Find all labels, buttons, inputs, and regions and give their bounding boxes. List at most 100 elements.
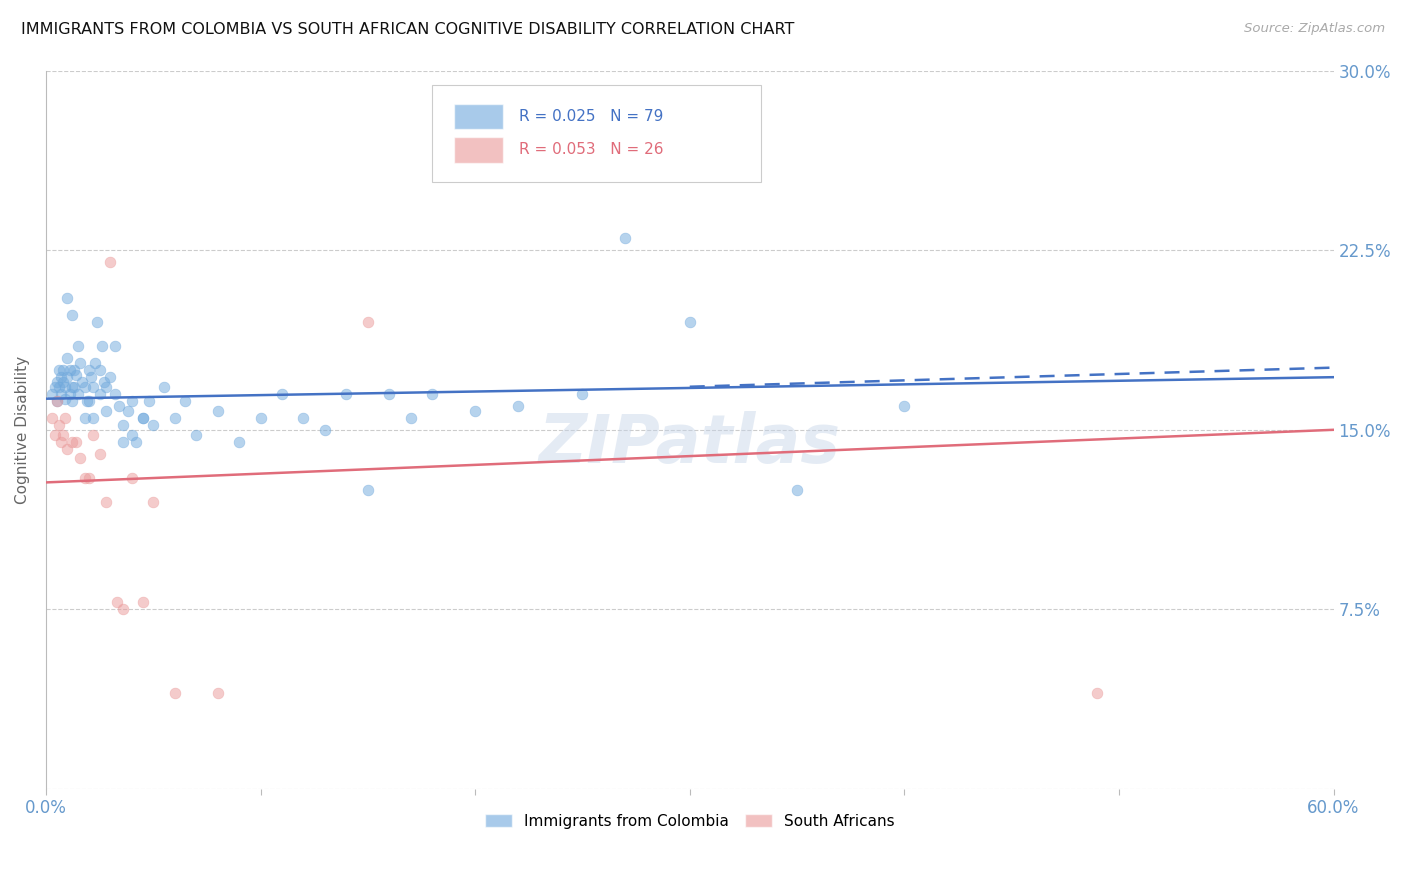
Point — [69, 451, 91, 466]
Text: ZIPatlas: ZIPatlas — [538, 411, 841, 477]
Point — [45, 394, 67, 409]
Point — [52, 427, 75, 442]
Point — [82, 410, 104, 425]
Point — [163, 410, 186, 425]
Point — [464, 403, 486, 417]
Point — [121, 394, 143, 409]
Point — [73, 410, 96, 425]
Point — [60, 394, 83, 409]
Point — [228, 434, 250, 449]
Point — [357, 315, 380, 329]
Point — [82, 380, 104, 394]
Point — [45, 394, 67, 409]
Point — [153, 380, 176, 394]
Point — [112, 602, 135, 616]
Point — [121, 427, 143, 442]
Point — [186, 427, 208, 442]
Point — [163, 686, 186, 700]
Point — [142, 494, 165, 508]
Legend: Immigrants from Colombia, South Africans: Immigrants from Colombia, South Africans — [478, 807, 901, 835]
Point — [44, 427, 66, 442]
Point — [125, 434, 148, 449]
Point — [112, 434, 135, 449]
FancyBboxPatch shape — [432, 86, 761, 182]
Point — [58, 387, 80, 401]
Point — [94, 494, 117, 508]
Point — [90, 339, 112, 353]
Point — [104, 339, 127, 353]
Text: IMMIGRANTS FROM COLOMBIA VS SOUTH AFRICAN COGNITIVE DISABILITY CORRELATION CHART: IMMIGRANTS FROM COLOMBIA VS SOUTH AFRICA… — [21, 22, 794, 37]
FancyBboxPatch shape — [454, 137, 503, 162]
Point — [73, 470, 96, 484]
Point — [72, 375, 94, 389]
Point — [56, 351, 79, 365]
Point — [357, 483, 380, 497]
Point — [56, 370, 79, 384]
Point — [41, 410, 63, 425]
Point — [131, 410, 153, 425]
Point — [73, 380, 96, 394]
Point — [67, 339, 90, 353]
Point — [60, 380, 83, 394]
Point — [249, 410, 271, 425]
Point — [65, 368, 87, 382]
Point — [77, 394, 100, 409]
Point — [67, 387, 90, 401]
Point — [131, 595, 153, 609]
Point — [45, 375, 67, 389]
Point — [56, 291, 79, 305]
Point — [63, 380, 86, 394]
Point — [77, 363, 100, 377]
Point — [142, 417, 165, 432]
Point — [82, 427, 104, 442]
Text: R = 0.025   N = 79: R = 0.025 N = 79 — [519, 109, 662, 124]
Point — [98, 255, 121, 269]
Point — [207, 403, 229, 417]
Point — [89, 363, 111, 377]
Point — [108, 399, 131, 413]
Point — [76, 394, 98, 409]
Point — [86, 315, 108, 329]
Point — [893, 399, 915, 413]
Point — [335, 387, 357, 401]
Point — [60, 434, 83, 449]
FancyBboxPatch shape — [454, 103, 503, 128]
Point — [399, 410, 422, 425]
Point — [58, 363, 80, 377]
Point — [52, 375, 75, 389]
Point — [420, 387, 443, 401]
Point — [53, 410, 76, 425]
Point — [117, 403, 139, 417]
Point — [506, 399, 529, 413]
Point — [56, 442, 79, 456]
Text: R = 0.053   N = 26: R = 0.053 N = 26 — [519, 143, 664, 158]
Point — [69, 356, 91, 370]
Point — [112, 417, 135, 432]
Point — [105, 595, 128, 609]
Point — [314, 423, 336, 437]
Point — [98, 370, 121, 384]
Point — [65, 434, 87, 449]
Point — [378, 387, 401, 401]
Point — [49, 387, 72, 401]
Point — [207, 686, 229, 700]
Point — [60, 308, 83, 322]
Point — [1087, 686, 1109, 700]
Point — [48, 363, 70, 377]
Point — [84, 356, 107, 370]
Point — [48, 417, 70, 432]
Point — [89, 447, 111, 461]
Point — [571, 387, 593, 401]
Point — [131, 410, 153, 425]
Point — [271, 387, 294, 401]
Point — [48, 380, 70, 394]
Point — [104, 387, 127, 401]
Point — [63, 363, 86, 377]
Y-axis label: Cognitive Disability: Cognitive Disability — [15, 356, 30, 504]
Point — [138, 394, 160, 409]
Point — [174, 394, 197, 409]
Point — [89, 387, 111, 401]
Point — [44, 380, 66, 394]
Text: Source: ZipAtlas.com: Source: ZipAtlas.com — [1244, 22, 1385, 36]
Point — [786, 483, 808, 497]
